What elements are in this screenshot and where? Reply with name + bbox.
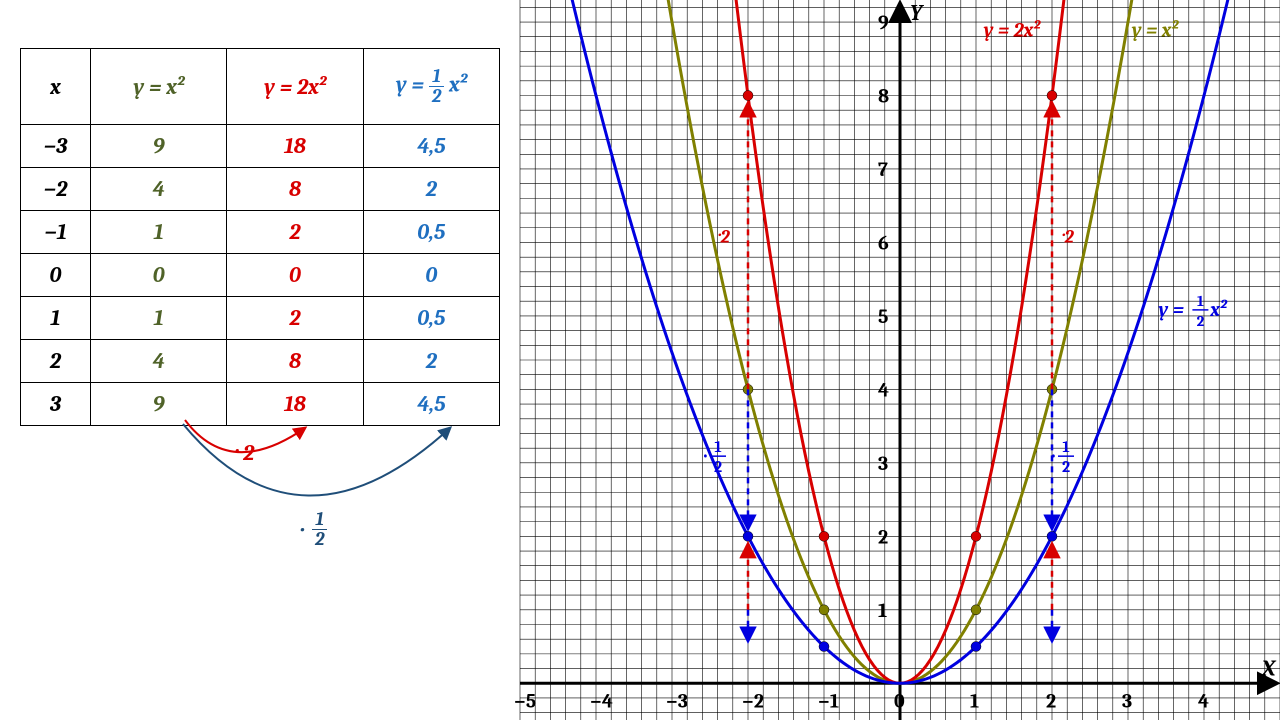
cell-y2: 8 [227, 168, 363, 211]
marker-point [743, 531, 753, 541]
values-table: x y = x² y = 2x² y = 12 x² −39184,5−2482… [20, 48, 500, 426]
y-tick: 8 [878, 85, 889, 108]
cell-x: 1 [21, 297, 91, 340]
legend-blue-prefix: y = [1157, 298, 1184, 321]
x-tick: −5 [514, 689, 536, 712]
cell-y1: 4 [91, 168, 227, 211]
legend-olive: y = x² [1131, 19, 1180, 42]
label-half-n: 1 [1062, 438, 1069, 456]
parabola-chart: XY−5−4−3−2−101234123456789·2·12·2·12y = … [520, 0, 1280, 720]
label-half-dot: · [704, 444, 707, 467]
label-times2-graph: ·2 [1062, 226, 1075, 247]
label-times2: · 2 [235, 440, 255, 466]
table-row: 2482 [21, 340, 500, 383]
y-tick: 5 [878, 305, 888, 328]
y-tick: 1 [878, 599, 887, 622]
marker-point [971, 605, 981, 615]
cell-x: −2 [21, 168, 91, 211]
x-tick: 3 [1122, 689, 1132, 712]
x-tick: 1 [970, 689, 979, 712]
cell-x: −1 [21, 211, 91, 254]
y-tick: 3 [878, 452, 888, 475]
cell-y1: 1 [91, 297, 227, 340]
y-tick: 4 [878, 378, 889, 401]
col-header-x: x [21, 49, 91, 125]
legend-red: y = 2x² [983, 19, 1042, 42]
x-tick: −2 [742, 689, 764, 712]
marker-point [819, 642, 829, 652]
cell-y1: 1 [91, 211, 227, 254]
chart-panel: XY−5−4−3−2−101234123456789·2·12·2·12y = … [520, 0, 1280, 720]
cell-y3: 4,5 [363, 125, 499, 168]
table-panel: x y = x² y = 2x² y = 12 x² −39184,5−2482… [0, 0, 520, 720]
table-row: −2482 [21, 168, 500, 211]
cell-y2: 8 [227, 340, 363, 383]
cell-y3: 0 [363, 254, 499, 297]
cell-y2: 2 [227, 211, 363, 254]
x-tick: −3 [666, 689, 688, 712]
cell-y1: 0 [91, 254, 227, 297]
table-row: 1120,5 [21, 297, 500, 340]
table-row: −39184,5 [21, 125, 500, 168]
cell-x: 2 [21, 340, 91, 383]
label-half-d: 2 [714, 458, 722, 476]
half-num: 1 [312, 510, 327, 530]
arrow-times-half [183, 424, 450, 496]
cell-x: 0 [21, 254, 91, 297]
legend-blue-suffix: x² [1209, 298, 1228, 321]
x-tick: 2 [1046, 689, 1056, 712]
y-tick: 7 [878, 158, 888, 181]
y-tick: 6 [878, 231, 889, 254]
label-half-dot: · [1052, 444, 1055, 467]
y3-prefix: y = [396, 72, 429, 98]
marker-point [819, 531, 829, 541]
y-tick: 9 [878, 11, 889, 34]
marker-point [1047, 531, 1057, 541]
cell-y2: 2 [227, 297, 363, 340]
col-header-y3: y = 12 x² [363, 49, 499, 125]
marker-point [819, 605, 829, 615]
col-header-y2: y = 2x² [227, 49, 363, 125]
label-half-d: 2 [1062, 458, 1070, 476]
label-half-n: 1 [714, 438, 721, 456]
x-tick: −1 [818, 689, 839, 712]
label-times-half-dot: · [300, 518, 305, 546]
y-tick: 2 [878, 525, 888, 548]
y3-suffix: x² [444, 72, 466, 98]
marker-point [971, 531, 981, 541]
marker-point [1047, 91, 1057, 101]
cell-y3: 2 [363, 168, 499, 211]
table-row: 0000 [21, 254, 500, 297]
table-arrows: · 2 · 12 [20, 420, 500, 600]
marker-point [743, 91, 753, 101]
x-axis-label: X [1261, 655, 1277, 681]
table-header-row: x y = x² y = 2x² y = 12 x² [21, 49, 500, 125]
cell-y1: 9 [91, 125, 227, 168]
half-den: 2 [312, 530, 327, 549]
svg-text:2: 2 [1197, 312, 1205, 330]
label-times2-graph: ·2 [718, 226, 731, 247]
cell-x: −3 [21, 125, 91, 168]
cell-y3: 2 [363, 340, 499, 383]
cell-y3: 0,5 [363, 211, 499, 254]
cell-y2: 0 [227, 254, 363, 297]
col-header-y1: y = x² [91, 49, 227, 125]
x-tick: −4 [590, 689, 613, 712]
cell-y1: 4 [91, 340, 227, 383]
cell-y3: 0,5 [363, 297, 499, 340]
marker-point [971, 642, 981, 652]
table-row: −1120,5 [21, 211, 500, 254]
svg-text:1: 1 [1197, 292, 1204, 310]
y3-den: 2 [429, 87, 444, 106]
x-tick: 0 [894, 689, 905, 712]
x-tick: 4 [1198, 689, 1209, 712]
cell-y2: 18 [227, 125, 363, 168]
